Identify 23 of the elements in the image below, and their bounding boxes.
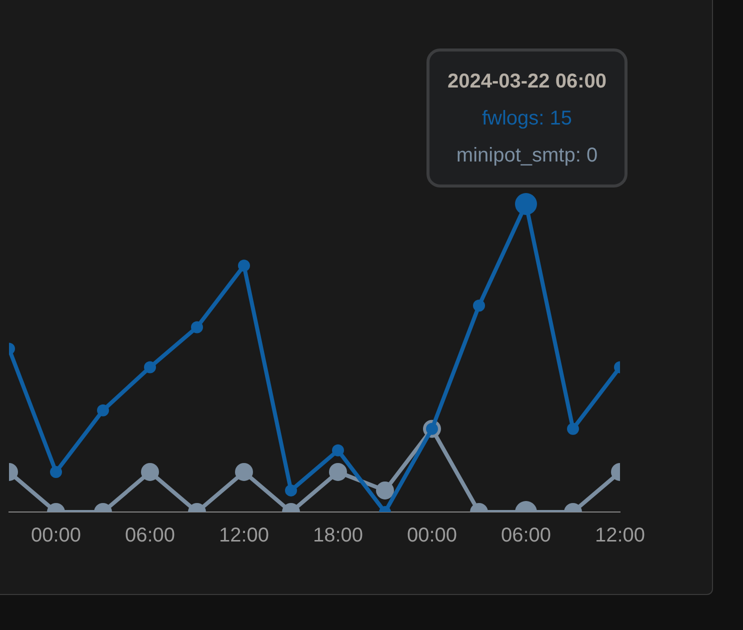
point — [567, 422, 579, 435]
point — [332, 444, 344, 456]
x-tick-label: 00:00 — [30, 524, 82, 547]
point — [285, 484, 297, 496]
point — [235, 462, 253, 481]
point — [329, 462, 347, 481]
point — [238, 260, 250, 272]
point — [144, 361, 156, 374]
x-tick-label: 18:00 — [312, 524, 364, 547]
point — [376, 481, 394, 500]
point — [50, 466, 62, 478]
x-tick-label: 06:00 — [124, 524, 176, 547]
text: minipot_smtp: 0 — [456, 144, 598, 167]
x-tick-label: 12:00 — [218, 524, 270, 547]
x-tick-label: 06:00 — [500, 524, 552, 547]
x-tick-label: 00:00 — [406, 524, 458, 547]
point — [191, 321, 203, 334]
text: 2024-03-22 06:00 — [447, 70, 607, 93]
x-tick-label: 12:00 — [594, 524, 646, 547]
text: fwlogs: 15 — [482, 108, 572, 130]
point — [141, 462, 159, 481]
point — [97, 404, 109, 416]
point — [473, 300, 485, 312]
